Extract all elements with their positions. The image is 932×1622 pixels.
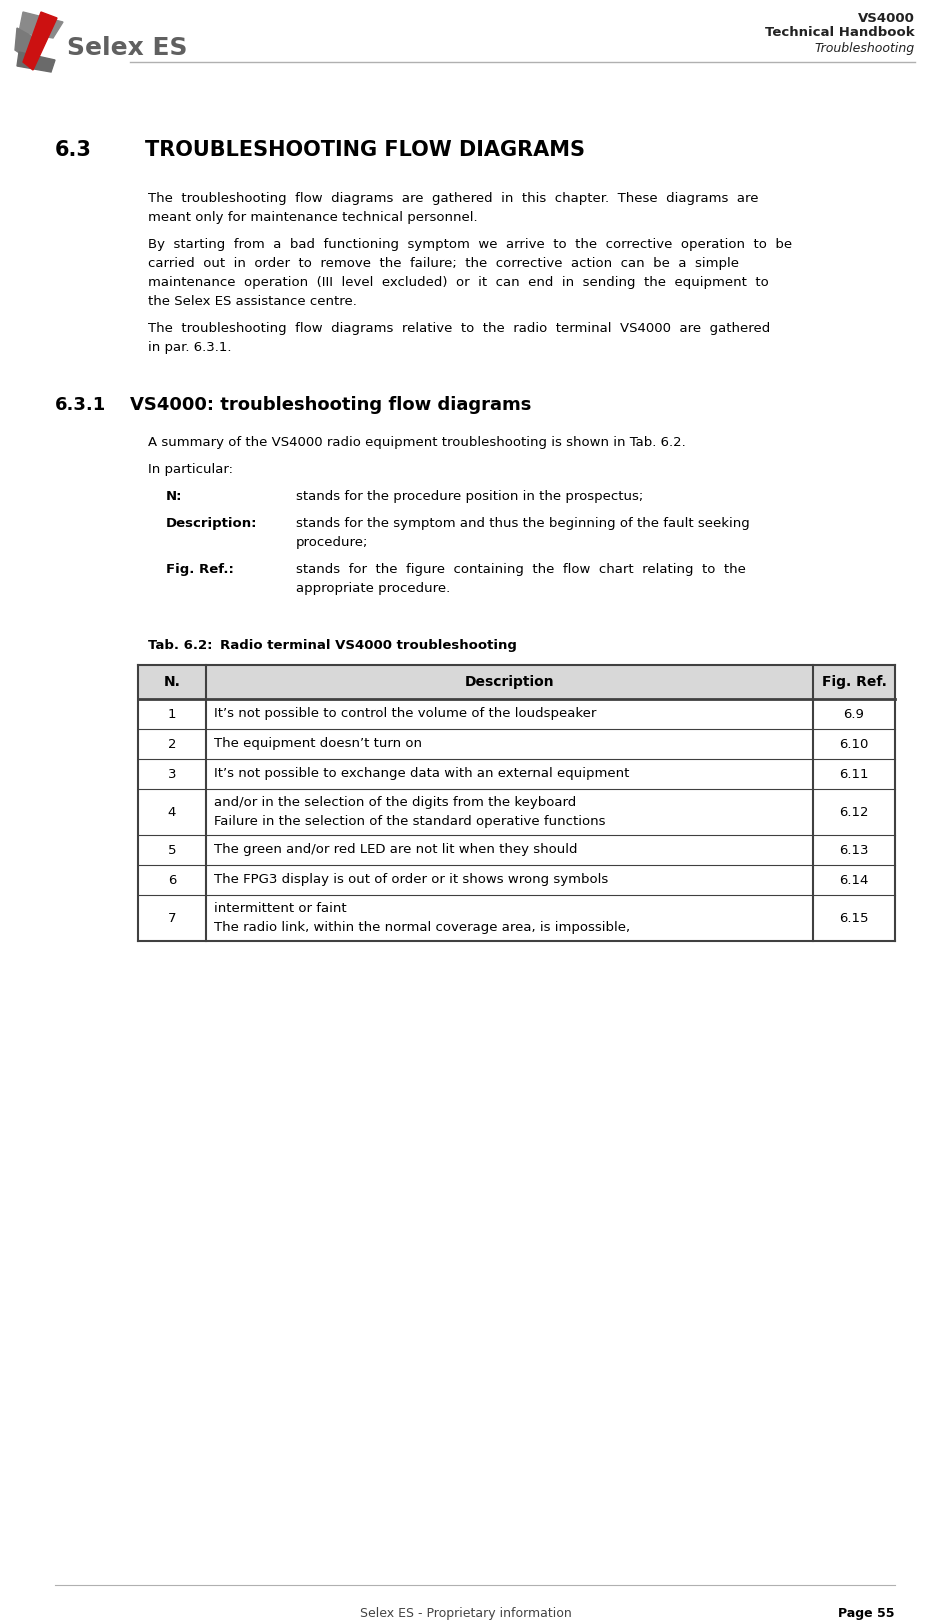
Text: 7: 7	[168, 912, 176, 925]
Text: VS4000: VS4000	[858, 11, 915, 24]
Text: 6.14: 6.14	[840, 874, 869, 887]
Text: The green and/or red LED are not lit when they should: The green and/or red LED are not lit whe…	[214, 843, 578, 856]
Text: 3: 3	[168, 767, 176, 780]
Text: 1: 1	[168, 707, 176, 720]
Text: Fig. Ref.:: Fig. Ref.:	[166, 563, 234, 576]
Text: stands  for  the  figure  containing  the  flow  chart  relating  to  the: stands for the figure containing the flo…	[296, 563, 746, 576]
Text: maintenance  operation  (III  level  excluded)  or  it  can  end  in  sending  t: maintenance operation (III level exclude…	[148, 276, 769, 289]
Text: Troubleshooting: Troubleshooting	[815, 42, 915, 55]
Bar	[138, 665, 895, 699]
Polygon shape	[19, 11, 63, 37]
Text: 6.12: 6.12	[839, 806, 869, 819]
Text: Technical Handbook: Technical Handbook	[765, 26, 915, 39]
Text: A summary of the VS4000 radio equipment troubleshooting is shown in Tab. 6.2.: A summary of the VS4000 radio equipment …	[148, 436, 686, 449]
Text: The FPG3 display is out of order or it shows wrong symbols: The FPG3 display is out of order or it s…	[214, 874, 609, 887]
Text: Selex ES - Proprietary information: Selex ES - Proprietary information	[360, 1607, 572, 1620]
Text: in par. 6.3.1.: in par. 6.3.1.	[148, 341, 231, 354]
Text: appropriate procedure.: appropriate procedure.	[296, 582, 450, 595]
Text: The radio link, within the normal coverage area, is impossible,: The radio link, within the normal covera…	[214, 921, 630, 934]
Text: stands for the procedure position in the prospectus;: stands for the procedure position in the…	[296, 490, 643, 503]
Text: 6.15: 6.15	[839, 912, 869, 925]
Bar	[138, 835, 895, 865]
Text: Description:: Description:	[166, 517, 257, 530]
Bar	[138, 895, 895, 941]
Text: 6.3: 6.3	[55, 139, 92, 161]
Text: 4: 4	[168, 806, 176, 819]
Polygon shape	[23, 11, 57, 70]
Bar	[138, 699, 895, 728]
Text: It’s not possible to control the volume of the loudspeaker: It’s not possible to control the volume …	[214, 707, 596, 720]
Text: N:: N:	[166, 490, 183, 503]
Text: 6.11: 6.11	[839, 767, 869, 780]
Text: 6.3.1: 6.3.1	[55, 396, 106, 414]
Text: N.: N.	[163, 675, 181, 689]
Text: The  troubleshooting  flow  diagrams  are  gathered  in  this  chapter.  These  : The troubleshooting flow diagrams are ga…	[148, 191, 759, 204]
Text: 6.13: 6.13	[839, 843, 869, 856]
Polygon shape	[15, 28, 35, 58]
Polygon shape	[17, 52, 55, 71]
Text: It’s not possible to exchange data with an external equipment: It’s not possible to exchange data with …	[214, 767, 629, 780]
Text: In particular:: In particular:	[148, 462, 233, 475]
Text: The equipment doesn’t turn on: The equipment doesn’t turn on	[214, 738, 422, 751]
Text: Tab. 6.2:: Tab. 6.2:	[148, 639, 212, 652]
Text: 5: 5	[168, 843, 176, 856]
Text: VS4000: troubleshooting flow diagrams: VS4000: troubleshooting flow diagrams	[130, 396, 531, 414]
Text: intermittent or faint: intermittent or faint	[214, 902, 347, 915]
Text: procedure;: procedure;	[296, 535, 368, 548]
Text: 6.9: 6.9	[843, 707, 865, 720]
Text: Description: Description	[465, 675, 555, 689]
Text: 6.10: 6.10	[840, 738, 869, 751]
Bar	[138, 788, 895, 835]
Text: Radio terminal VS4000 troubleshooting: Radio terminal VS4000 troubleshooting	[220, 639, 517, 652]
Text: and/or in the selection of the digits from the keyboard: and/or in the selection of the digits fr…	[214, 796, 576, 809]
Text: Fig. Ref.: Fig. Ref.	[822, 675, 886, 689]
Text: Page 55: Page 55	[839, 1607, 895, 1620]
Text: The  troubleshooting  flow  diagrams  relative  to  the  radio  terminal  VS4000: The troubleshooting flow diagrams relati…	[148, 323, 770, 336]
Bar	[138, 728, 895, 759]
Text: Selex ES: Selex ES	[67, 36, 187, 60]
Text: carried  out  in  order  to  remove  the  failure;  the  corrective  action  can: carried out in order to remove the failu…	[148, 256, 739, 269]
Text: 2: 2	[168, 738, 176, 751]
Bar	[138, 759, 895, 788]
Text: meant only for maintenance technical personnel.: meant only for maintenance technical per…	[148, 211, 477, 224]
Text: stands for the symptom and thus the beginning of the fault seeking: stands for the symptom and thus the begi…	[296, 517, 749, 530]
Bar	[138, 865, 895, 895]
Text: By  starting  from  a  bad  functioning  symptom  we  arrive  to  the  correctiv: By starting from a bad functioning sympt…	[148, 238, 792, 251]
Text: 6: 6	[168, 874, 176, 887]
Text: TROUBLESHOOTING FLOW DIAGRAMS: TROUBLESHOOTING FLOW DIAGRAMS	[145, 139, 585, 161]
Text: the Selex ES assistance centre.: the Selex ES assistance centre.	[148, 295, 357, 308]
Text: Failure in the selection of the standard operative functions: Failure in the selection of the standard…	[214, 814, 606, 827]
